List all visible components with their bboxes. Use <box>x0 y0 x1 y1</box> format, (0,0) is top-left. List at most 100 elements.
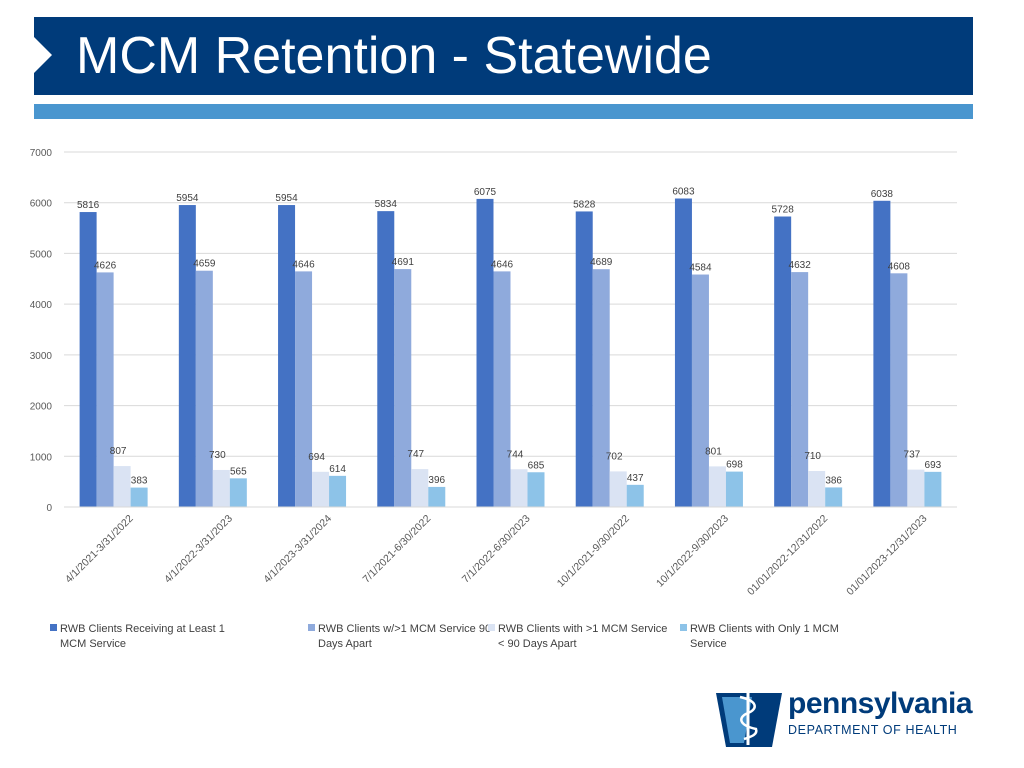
bar <box>377 211 395 507</box>
keystone-caduceus-icon <box>716 685 782 747</box>
y-tick-label: 5000 <box>30 249 53 260</box>
legend-label: RWB Clients w/>1 MCM Service 90 Days Apa… <box>318 623 492 650</box>
data-label: 4689 <box>590 257 613 268</box>
data-label: 5954 <box>275 193 298 204</box>
bar <box>178 205 196 507</box>
bar <box>674 198 692 507</box>
bar <box>329 475 347 507</box>
y-tick-label: 7000 <box>30 148 53 159</box>
bar <box>873 200 891 507</box>
data-label: 4626 <box>94 260 117 271</box>
bar <box>278 205 296 507</box>
legend-swatch <box>488 624 495 631</box>
bar <box>212 469 230 507</box>
title-bar: MCM Retention - Statewide <box>34 17 973 95</box>
bar <box>575 211 593 507</box>
bar <box>890 273 908 507</box>
bar <box>774 216 792 507</box>
bar <box>725 471 743 507</box>
data-label: 685 <box>528 460 545 471</box>
data-label: 5728 <box>772 205 795 216</box>
logo-name: pennsylvania <box>788 687 973 720</box>
data-label: 437 <box>627 473 644 484</box>
bar <box>691 274 709 507</box>
data-label: 5828 <box>573 199 596 210</box>
x-tick-label: 01/01/2023-12/31/2023 <box>844 513 929 598</box>
bar <box>295 271 313 507</box>
y-tick-label: 0 <box>46 503 52 514</box>
data-label: 694 <box>308 452 325 463</box>
data-label: 801 <box>705 446 722 457</box>
legend-swatch <box>680 624 687 631</box>
y-tick-label: 3000 <box>30 351 53 362</box>
data-label: 4646 <box>491 259 514 270</box>
data-label: 737 <box>904 450 921 461</box>
bar <box>394 269 412 507</box>
data-label: 565 <box>230 466 247 477</box>
legend-item: RWB Clients w/>1 MCM Service 90 Days Apa… <box>308 622 496 652</box>
data-label: 698 <box>726 460 743 471</box>
legend-label: RWB Clients with Only 1 MCM Service <box>690 623 839 650</box>
pa-health-logo: pennsylvania DEPARTMENT OF HEALTH <box>714 683 976 748</box>
bar <box>609 471 627 507</box>
y-tick-label: 6000 <box>30 199 53 210</box>
x-tick-label: 4/1/2023-3/31/2024 <box>261 513 334 586</box>
y-tick-label: 1000 <box>30 452 53 463</box>
data-label: 386 <box>825 475 842 486</box>
data-label: 5816 <box>77 200 100 211</box>
bar <box>229 478 247 507</box>
bar <box>493 271 511 507</box>
x-tick-label: 10/1/2021-9/30/2022 <box>555 513 632 590</box>
x-tick-label: 10/1/2022-9/30/2023 <box>654 513 731 590</box>
x-tick-label: 4/1/2022-3/31/2023 <box>162 513 235 586</box>
data-label: 5954 <box>176 193 199 204</box>
legend-swatch <box>50 624 57 631</box>
x-tick-label: 7/1/2022-6/30/2023 <box>460 513 533 586</box>
bar <box>510 469 528 507</box>
bar <box>907 469 925 507</box>
data-label: 614 <box>329 464 346 475</box>
legend-item: RWB Clients with Only 1 MCM Service <box>680 622 868 652</box>
bar <box>592 269 610 507</box>
bar <box>708 466 726 507</box>
x-tick-label: 01/01/2022-12/31/2022 <box>745 513 830 598</box>
x-tick-label: 4/1/2021-3/31/2022 <box>63 513 136 586</box>
data-label: 693 <box>925 460 942 471</box>
bar <box>130 487 148 507</box>
data-label: 6083 <box>672 187 695 198</box>
accent-bar <box>34 104 973 119</box>
bar <box>626 484 644 507</box>
bar <box>476 198 494 507</box>
data-label: 4632 <box>789 260 812 271</box>
data-label: 730 <box>209 450 226 461</box>
data-label: 747 <box>407 449 424 460</box>
legend-item: RWB Clients Receiving at Least 1 MCM Ser… <box>50 622 238 652</box>
data-label: 396 <box>428 475 445 486</box>
data-label: 4584 <box>689 263 712 274</box>
y-tick-label: 2000 <box>30 402 53 413</box>
data-label: 6075 <box>474 187 497 198</box>
data-label: 710 <box>804 451 821 462</box>
logo-subtitle: DEPARTMENT OF HEALTH <box>788 723 958 737</box>
bar <box>791 272 809 507</box>
data-label: 4659 <box>193 259 216 270</box>
y-tick-label: 4000 <box>30 300 53 311</box>
bar <box>195 270 213 507</box>
data-label: 6038 <box>871 189 894 200</box>
data-label: 4691 <box>392 257 415 268</box>
bar <box>411 469 429 507</box>
x-tick-label: 7/1/2021-6/30/2022 <box>361 513 434 586</box>
bar <box>924 471 942 507</box>
legend-label: RWB Clients with >1 MCM Service < 90 Day… <box>498 623 668 650</box>
data-label: 4646 <box>292 259 315 270</box>
bar <box>808 470 826 507</box>
bar <box>527 472 545 507</box>
bar <box>79 212 97 507</box>
data-label: 383 <box>131 476 148 487</box>
legend-item: RWB Clients with >1 MCM Service < 90 Day… <box>488 622 676 652</box>
bar <box>113 466 131 507</box>
data-label: 744 <box>507 449 524 460</box>
data-label: 807 <box>110 446 127 457</box>
bar <box>96 272 114 507</box>
legend-swatch <box>308 624 315 631</box>
